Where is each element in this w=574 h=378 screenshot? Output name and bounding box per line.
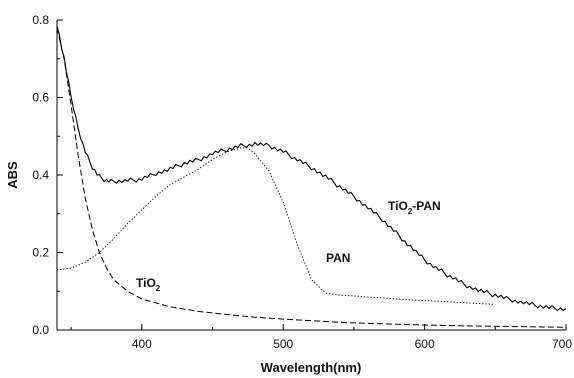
x-tick-label: 500 xyxy=(273,337,293,351)
series-line-tio2-pan xyxy=(56,26,567,312)
y-tick-label: 0.2 xyxy=(32,246,49,260)
x-tick-label: 700 xyxy=(552,337,572,351)
x-tick-label: 600 xyxy=(415,337,435,351)
y-tick-label: 0.4 xyxy=(32,168,49,182)
x-axis-title: Wavelength(nm) xyxy=(261,360,362,375)
series-label-tio2-pan: TiO2-PAN xyxy=(388,199,441,216)
series-line-pan xyxy=(56,147,496,305)
series-label-tio2: TiO2 xyxy=(136,276,161,293)
x-tick-label: 400 xyxy=(132,337,152,351)
y-tick-label: 0.0 xyxy=(32,323,49,337)
y-tick-label: 0.8 xyxy=(32,13,49,27)
tick-marks xyxy=(57,19,567,331)
series-line-tio2 xyxy=(56,27,567,328)
series-label-pan: PAN xyxy=(326,251,350,265)
tick-labels: 400 500 600 700 0.0 0.2 0.4 0.6 0.8 xyxy=(32,13,572,351)
y-tick-label: 0.6 xyxy=(32,91,49,105)
y-axis-title: ABS xyxy=(5,161,20,189)
series-lines xyxy=(56,26,567,328)
